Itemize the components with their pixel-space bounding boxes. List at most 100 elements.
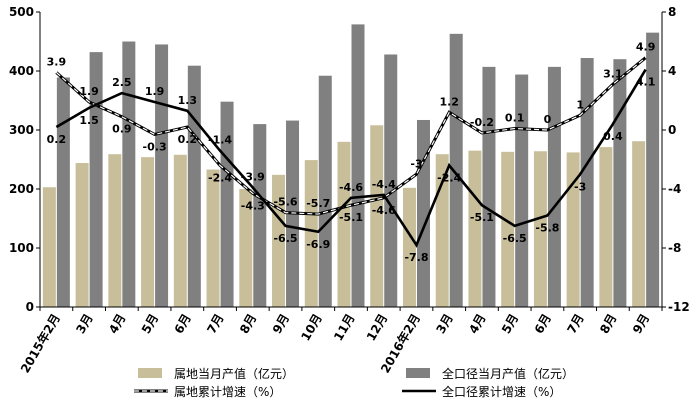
line-total-growth [55, 68, 647, 248]
bar-total-output [482, 66, 496, 308]
bar-total-output [155, 44, 169, 307]
x-tick-label: 12月 [364, 312, 390, 344]
x-tick-label: 7月 [204, 312, 226, 337]
data-label-local-growth: 0 [544, 113, 552, 126]
bar-total-output [122, 41, 136, 307]
bar-local-output [370, 125, 384, 307]
data-label-total-growth: 4.1 [636, 76, 656, 89]
legend-total-output-swatch [406, 368, 430, 378]
y-left-tick-label: 300 [9, 123, 34, 137]
data-label-total-growth: -3 [574, 180, 586, 193]
x-tick-label: 10月 [298, 312, 324, 344]
x-tick-label: 7月 [564, 312, 586, 337]
data-label-total-growth: 1.9 [145, 85, 165, 98]
legend-total-output: 全口径当月产值（亿元） [406, 366, 574, 381]
bar-local-output [42, 187, 56, 307]
data-label-total-growth: -5.8 [535, 222, 559, 235]
bar-total-output [187, 65, 201, 307]
data-label-total-growth: -6.5 [273, 232, 297, 245]
legend-total-growth-label: 全口径累计增速（%） [442, 384, 561, 399]
bar-local-output [75, 163, 89, 307]
data-label-local-growth: -0.2 [470, 116, 494, 129]
y-left-tick-label: 500 [9, 5, 34, 19]
y-right-tick-label: -12 [668, 300, 690, 314]
bar-local-output [599, 147, 613, 307]
x-tick-label: 9月 [630, 312, 652, 337]
y-right-tick-label: -8 [668, 241, 681, 255]
data-label-total-growth: 1.3 [178, 94, 198, 107]
data-label-total-growth: -6.9 [306, 238, 330, 251]
y-right-tick-label: 8 [668, 5, 676, 19]
data-label-local-growth: -5.1 [339, 211, 363, 224]
data-label-local-growth: 0.2 [178, 133, 198, 146]
bar-total-output [56, 77, 70, 308]
bars-layer [42, 24, 660, 308]
data-label-local-growth: 0.9 [112, 123, 132, 136]
x-tick-label: 11月 [331, 312, 357, 344]
bar-local-output [533, 151, 547, 307]
data-label-total-growth: -5.1 [470, 211, 494, 224]
bar-local-output [632, 141, 646, 307]
bar-total-output [318, 75, 332, 307]
x-tick-label: 4月 [466, 312, 488, 337]
x-tick-label: 3月 [434, 312, 456, 337]
data-label-local-growth: -4.6 [372, 204, 396, 217]
data-label-local-growth: -5.6 [273, 196, 297, 209]
data-label-local-growth: 0.1 [505, 112, 525, 125]
data-label-local-growth: 1 [576, 98, 584, 111]
legend-local-growth: 属地累计增速（%） [134, 385, 281, 399]
lines-layer [55, 56, 647, 248]
data-label-total-growth: -1.4 [208, 134, 232, 147]
y-left-tick-label: 100 [9, 241, 34, 255]
data-label-local-growth: -5.7 [306, 197, 330, 210]
line-local-growth [55, 57, 647, 215]
data-label-total-growth: 0.2 [47, 133, 67, 146]
bar-local-output [304, 160, 318, 307]
bar-local-output [337, 141, 351, 307]
bar-total-output [449, 33, 463, 308]
y-left-tick-label: 0 [26, 300, 34, 314]
x-tick-label: 8月 [237, 312, 259, 337]
data-label-total-growth: -4.6 [339, 181, 363, 194]
bar-total-output [89, 52, 103, 308]
bar-local-output [239, 189, 253, 307]
data-labels-layer: 3.9 1.9 0.9 -0.3 0.2 -2.4 -4.3 -5.6 -5.7 -5.1 -4.6… [47, 41, 656, 264]
x-tick-label: 5月 [139, 312, 161, 337]
legend-local-output-label: 属地当月产值（亿元） [174, 366, 294, 381]
y-right-tick-label: 0 [668, 123, 676, 137]
bar-total-output [515, 74, 529, 307]
data-label-local-growth: 1.2 [439, 95, 459, 108]
legend-local-output: 属地当月产值（亿元） [138, 366, 294, 381]
data-label-local-growth: 3.1 [603, 67, 623, 80]
data-label-total-growth: -6.5 [503, 232, 527, 245]
bar-local-output [141, 157, 155, 307]
y-left-tick-label: 200 [9, 182, 34, 196]
x-tick-label: 6月 [532, 312, 554, 337]
data-label-local-growth: -4.3 [241, 199, 265, 212]
data-label-total-growth: 1.5 [79, 114, 99, 127]
legend-local-growth-label: 属地累计增速（%） [174, 385, 281, 399]
bar-local-output [108, 154, 122, 307]
bar-total-output [547, 66, 561, 308]
bar-total-output [646, 32, 660, 308]
y-left-tick-label: 400 [9, 64, 34, 78]
data-label-total-growth: -3.9 [241, 171, 265, 184]
x-tick-label: 8月 [597, 312, 619, 337]
x-tick-label: 5月 [499, 312, 521, 337]
legend-local-output-swatch [138, 368, 162, 378]
bar-local-output [206, 169, 220, 307]
data-label-local-growth: -3 [410, 157, 422, 170]
axes-layer: 0 100 200 300 400 500 -12 -8 -4 0 4 8 2015年2月 3月 4月 5月 6… [9, 5, 690, 375]
y-right-tick-label: -4 [668, 182, 681, 196]
data-label-local-growth: 4.9 [636, 41, 656, 54]
legend: 属地当月产值（亿元） 全口径当月产值（亿元） 属地累计增速（%） 全口径累计增速（%） [134, 366, 574, 399]
legend-total-growth: 全口径累计增速（%） [402, 384, 561, 399]
data-label-local-growth: 1.9 [79, 85, 99, 98]
x-tick-label: 3月 [73, 312, 95, 337]
data-label-total-growth: -2.4 [437, 171, 461, 184]
bar-local-output [501, 151, 515, 307]
x-tick-label: 9月 [270, 312, 292, 337]
bar-total-output [416, 119, 430, 307]
bar-total-output [253, 124, 267, 307]
